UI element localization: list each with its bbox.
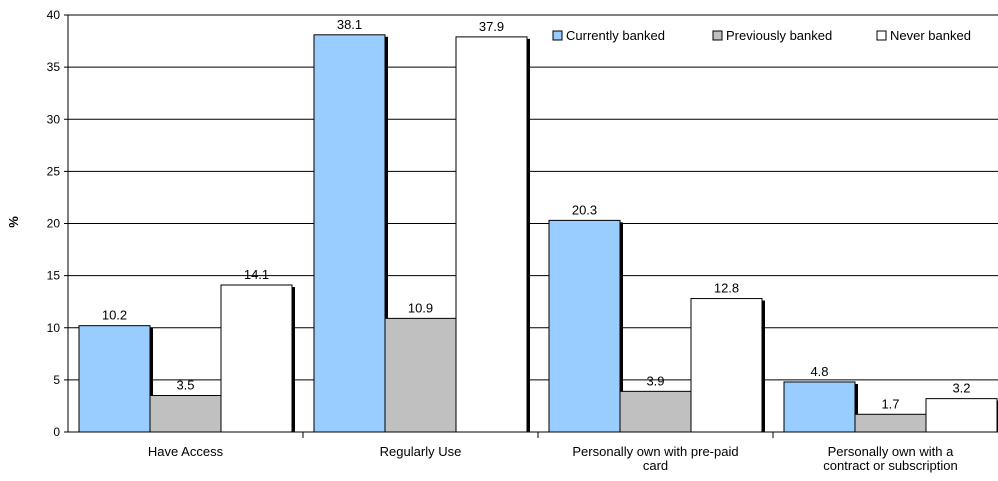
data-label: 1.7 [881, 396, 899, 411]
bar-never-banked [925, 398, 998, 433]
bar-previously-banked [619, 390, 692, 433]
bar-currently-banked [548, 219, 621, 433]
bar-previously-banked [384, 317, 457, 433]
data-label: 4.8 [810, 364, 828, 379]
y-tick-label: 40 [47, 8, 61, 22]
bar-shadow [150, 327, 153, 432]
legend-swatch [552, 30, 563, 41]
data-label: 12.8 [714, 281, 739, 296]
y-tick-label: 20 [47, 217, 61, 231]
legend-label: Previously banked [726, 28, 832, 43]
legend-swatch [712, 30, 723, 41]
bar-shadow [527, 38, 530, 433]
bar-shadow [292, 287, 295, 432]
bar-never-banked [220, 284, 293, 433]
x-tick-label: Have Access [148, 444, 224, 459]
x-tick-label: Personally own with a [828, 444, 954, 459]
data-label: 10.2 [102, 308, 127, 323]
legend-label: Currently banked [566, 28, 665, 43]
bar-previously-banked [149, 395, 222, 433]
legend-label: Never banked [890, 28, 971, 43]
x-tick-label: card [643, 458, 668, 473]
bar-shadow [762, 300, 765, 432]
bar-currently-banked [313, 34, 386, 433]
x-tick-label: contract or subscription [823, 458, 957, 473]
y-tick-label: 10 [47, 321, 61, 335]
y-axis-label: % [6, 216, 21, 228]
data-label: 20.3 [572, 202, 597, 217]
chart-legend: Currently banked Previously banked Never b… [552, 28, 971, 43]
bar-currently-banked [783, 381, 856, 433]
bar-never-banked [455, 36, 528, 433]
data-label: 14.1 [244, 267, 269, 282]
bar-never-banked [690, 298, 763, 433]
data-label: 3.9 [646, 373, 664, 388]
data-label: 3.2 [952, 381, 970, 396]
data-label: 10.9 [408, 300, 433, 315]
y-tick-label: 35 [47, 60, 61, 74]
y-tick-label: 25 [47, 164, 61, 178]
y-tick-label: 5 [53, 373, 60, 387]
legend-swatch [876, 30, 887, 41]
y-tick-label: 0 [53, 425, 60, 439]
x-tick-label: Regularly Use [380, 444, 462, 459]
bar-shadow [855, 383, 858, 432]
y-tick-label: 15 [47, 269, 61, 283]
bar-shadow [620, 222, 623, 432]
data-label: 38.1 [337, 17, 362, 32]
x-tick-label: Personally own with pre-paid [572, 444, 738, 459]
bar-currently-banked [78, 325, 151, 433]
y-tick-label: 30 [47, 112, 61, 126]
data-label: 3.5 [176, 378, 194, 393]
data-label: 37.9 [479, 19, 504, 34]
plot-area: 0 5 10 15 20 25 30 35 40 10.2 3.5 14.1 Have Access 38… [47, 8, 998, 473]
bar-previously-banked [854, 413, 927, 433]
bar-shadow [385, 36, 388, 433]
